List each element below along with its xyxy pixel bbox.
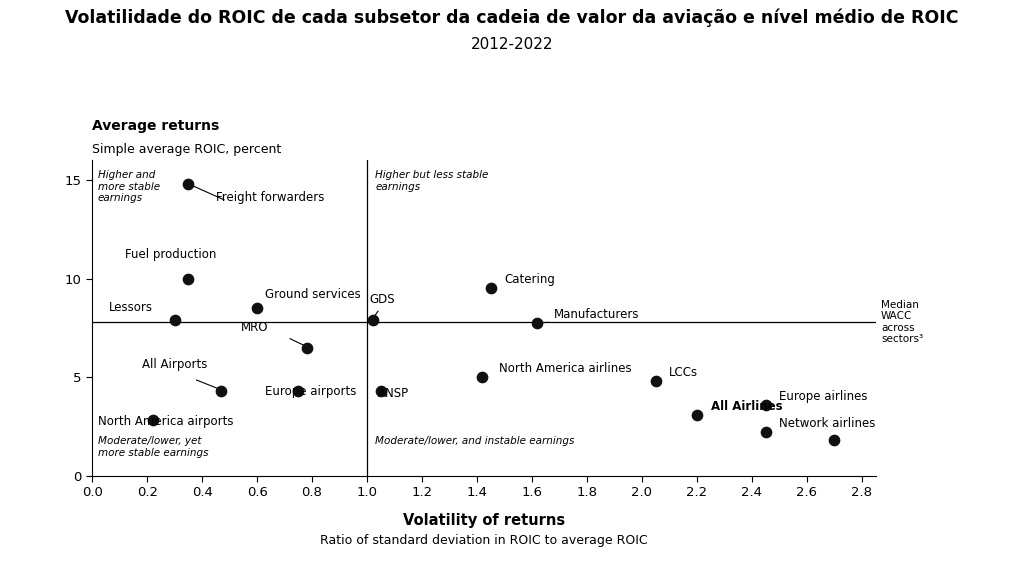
Point: [758, 427, 774, 437]
Text: All Airports: All Airports: [141, 358, 207, 371]
Point: [180, 179, 197, 189]
Point: [529, 319, 546, 328]
Point: [647, 376, 664, 386]
Text: Average returns: Average returns: [92, 120, 219, 134]
Text: Moderate/lower, yet
more stable earnings: Moderate/lower, yet more stable earnings: [97, 436, 208, 458]
Text: Median
WACC
across
sectors³: Median WACC across sectors³: [881, 300, 924, 344]
Text: GDS: GDS: [370, 293, 395, 306]
Text: Europe airports: Europe airports: [265, 385, 356, 398]
Point: [290, 386, 306, 395]
Text: Volatilidade do ROIC de cada subsetor da cadeia de valor da aviação e nível médi: Volatilidade do ROIC de cada subsetor da…: [66, 9, 958, 27]
Text: Ratio of standard deviation in ROIC to average ROIC: Ratio of standard deviation in ROIC to a…: [321, 534, 647, 547]
Point: [213, 386, 229, 395]
Point: [144, 416, 161, 425]
Text: Network airlines: Network airlines: [779, 417, 876, 430]
Text: Fuel production: Fuel production: [125, 248, 216, 261]
Text: MRO: MRO: [241, 321, 268, 333]
Point: [689, 410, 706, 419]
Text: LCCs: LCCs: [670, 366, 698, 379]
Text: All Airlines: All Airlines: [711, 399, 782, 413]
Point: [365, 315, 381, 324]
Text: North America airports: North America airports: [97, 415, 233, 429]
Text: Ground services: Ground services: [265, 288, 361, 301]
Text: Europe airlines: Europe airlines: [779, 390, 867, 403]
Text: Volatility of returns: Volatility of returns: [402, 513, 565, 528]
Text: Simple average ROIC, percent: Simple average ROIC, percent: [92, 143, 282, 156]
Point: [474, 372, 490, 382]
Point: [249, 304, 265, 313]
Text: Catering: Catering: [505, 273, 555, 286]
Text: ANSP: ANSP: [378, 387, 410, 400]
Text: 2012-2022: 2012-2022: [471, 37, 553, 52]
Point: [826, 435, 843, 445]
Point: [167, 315, 183, 324]
Text: Manufacturers: Manufacturers: [554, 308, 639, 321]
Text: Freight forwarders: Freight forwarders: [216, 191, 325, 204]
Text: Lessors: Lessors: [109, 301, 153, 314]
Point: [373, 386, 389, 395]
Text: Higher but less stable
earnings: Higher but less stable earnings: [375, 170, 488, 192]
Point: [180, 274, 197, 283]
Text: North America airlines: North America airlines: [499, 362, 632, 375]
Text: Higher and
more stable
earnings: Higher and more stable earnings: [97, 170, 160, 203]
Point: [482, 284, 499, 293]
Text: Moderate/lower, and instable earnings: Moderate/lower, and instable earnings: [375, 436, 574, 446]
Point: [758, 400, 774, 409]
Point: [298, 343, 314, 352]
